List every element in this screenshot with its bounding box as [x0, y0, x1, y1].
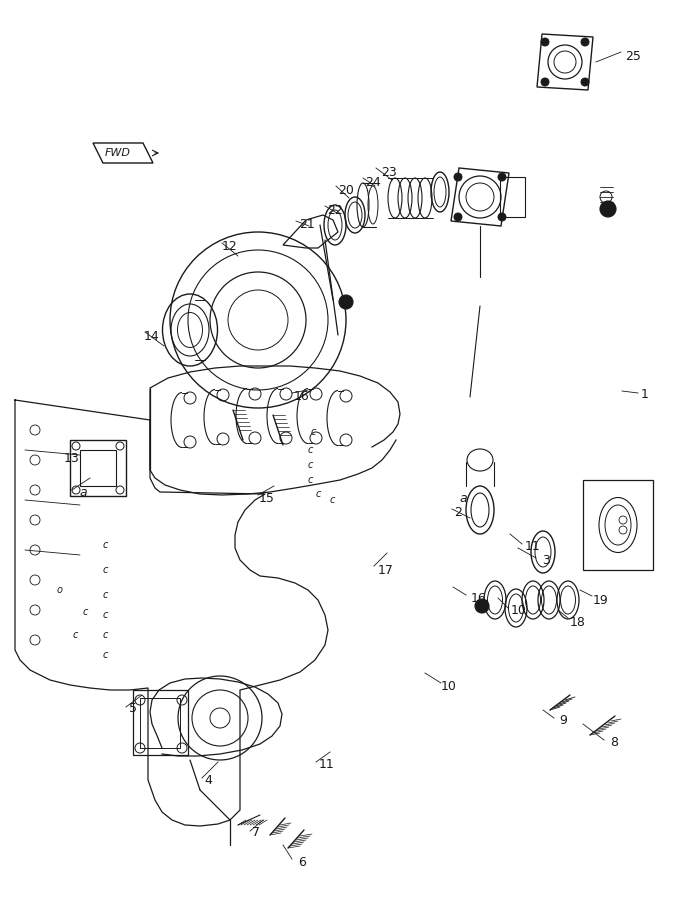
Text: c: c: [315, 489, 321, 499]
Circle shape: [475, 599, 489, 613]
Text: 15: 15: [259, 493, 275, 506]
Text: 16: 16: [471, 592, 487, 604]
Text: 18: 18: [570, 615, 586, 629]
Text: c: c: [307, 460, 313, 470]
Circle shape: [541, 78, 549, 86]
Circle shape: [339, 295, 353, 309]
Text: 4: 4: [204, 774, 212, 786]
Text: 13: 13: [64, 452, 80, 466]
Text: c: c: [72, 630, 78, 640]
Text: 17: 17: [378, 564, 394, 576]
Text: c: c: [307, 475, 313, 485]
Text: c: c: [102, 650, 108, 660]
Circle shape: [454, 213, 462, 221]
Bar: [80, 450, 116, 486]
Text: 21: 21: [299, 218, 315, 232]
Text: 1: 1: [641, 388, 649, 400]
Text: 11: 11: [525, 541, 541, 554]
Text: 10: 10: [441, 680, 457, 692]
Text: a: a: [459, 493, 467, 506]
Text: 19: 19: [593, 593, 609, 606]
Text: c: c: [310, 427, 316, 437]
Text: 9: 9: [559, 714, 567, 727]
Text: 6: 6: [298, 855, 306, 869]
Circle shape: [600, 201, 616, 217]
Text: c: c: [102, 590, 108, 600]
Text: c: c: [102, 630, 108, 640]
Bar: [140, 698, 180, 748]
Text: 24: 24: [365, 176, 381, 188]
Text: c: c: [102, 540, 108, 550]
Text: 20: 20: [338, 184, 354, 197]
Circle shape: [581, 38, 589, 46]
Text: 16: 16: [294, 390, 310, 403]
Bar: [133, 690, 188, 755]
Circle shape: [498, 213, 506, 221]
Text: o: o: [57, 585, 63, 595]
Text: 22: 22: [327, 204, 343, 217]
Text: c: c: [329, 495, 335, 505]
Text: FWD: FWD: [105, 148, 131, 158]
Circle shape: [581, 78, 589, 86]
Text: 23: 23: [381, 166, 397, 178]
Text: 5: 5: [129, 702, 137, 716]
Text: 3: 3: [542, 554, 550, 566]
Text: a: a: [79, 487, 87, 499]
Text: c: c: [307, 445, 313, 455]
Text: 10: 10: [511, 604, 527, 618]
Text: 11: 11: [319, 757, 335, 770]
Bar: [583, 480, 653, 570]
Text: c: c: [102, 565, 108, 575]
Text: c: c: [102, 610, 108, 620]
Circle shape: [454, 173, 462, 181]
Circle shape: [498, 173, 506, 181]
Text: 12: 12: [222, 240, 238, 254]
Bar: [500, 177, 525, 217]
Circle shape: [541, 38, 549, 46]
Text: 2: 2: [454, 506, 462, 518]
Text: 25: 25: [625, 50, 641, 63]
Text: c: c: [82, 607, 88, 617]
Bar: [70, 440, 126, 496]
Text: 14: 14: [144, 330, 160, 342]
Text: 7: 7: [252, 826, 260, 840]
Text: 8: 8: [610, 736, 618, 748]
